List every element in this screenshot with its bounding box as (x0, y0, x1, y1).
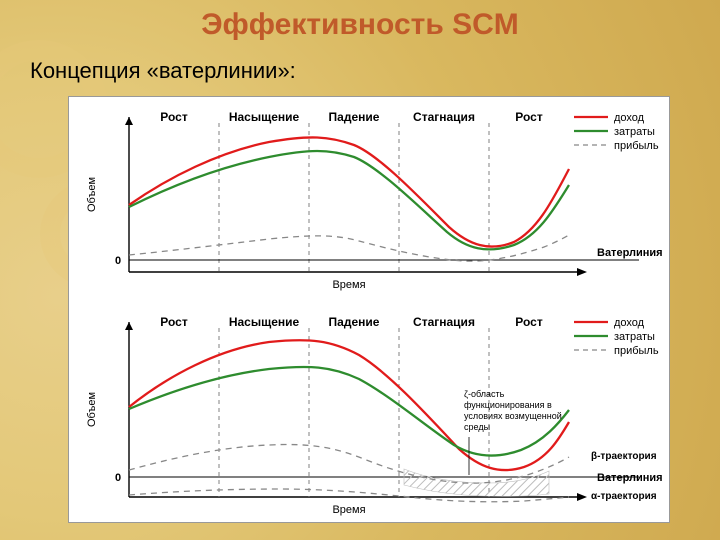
beta-label: β-траектория (591, 451, 657, 462)
phase-label: Насыщение (229, 315, 300, 329)
alpha-label: α-траектория (591, 491, 657, 502)
phase-label: Рост (515, 110, 543, 124)
y-axis-arrow (125, 322, 133, 330)
legend-label: доход (614, 317, 645, 329)
series-income (129, 137, 569, 246)
x-axis-label: Время (332, 279, 365, 291)
subtitle-text: Концепция «ватерлинии»: (30, 58, 296, 84)
phase-label: Рост (160, 315, 188, 329)
x-axis-arrow (577, 493, 587, 501)
waterline-label: Ватерлиния (597, 247, 663, 259)
legend-label: прибыль (614, 140, 659, 152)
phase-label: Падение (329, 315, 380, 329)
annotation-text: ζ-область (464, 389, 505, 399)
phase-label: Падение (329, 110, 380, 124)
annotation-text: среды (464, 422, 490, 432)
charts-svg: Рост Насыщение Падение Стагнация Рост Объем Вр… (69, 97, 669, 522)
x-axis-arrow (577, 268, 587, 276)
legend-label: прибыль (614, 345, 659, 357)
y-axis-arrow (125, 117, 133, 125)
x-axis-label: Время (332, 504, 365, 516)
phase-label: Стагнация (413, 315, 475, 329)
waterline-label: Ватерлиния (597, 472, 663, 484)
page-title: Эффективность SCM (0, 8, 720, 42)
chart-container: Рост Насыщение Падение Стагнация Рост Объем Вр… (68, 96, 670, 523)
legend-label: затраты (614, 331, 655, 343)
legend-label: затраты (614, 126, 655, 138)
legend-label: доход (614, 112, 645, 124)
zero-label: 0 (115, 255, 121, 267)
phase-label: Рост (515, 315, 543, 329)
phase-label: Стагнация (413, 110, 475, 124)
y-axis-label: Объем (86, 392, 98, 427)
phase-label: Рост (160, 110, 188, 124)
phase-label: Насыщение (229, 110, 300, 124)
zero-label: 0 (115, 472, 121, 484)
annotation-text: условиях возмущенной (464, 411, 562, 421)
y-axis-label: Объем (86, 177, 98, 212)
annotation-text: функционирования в (464, 400, 552, 410)
